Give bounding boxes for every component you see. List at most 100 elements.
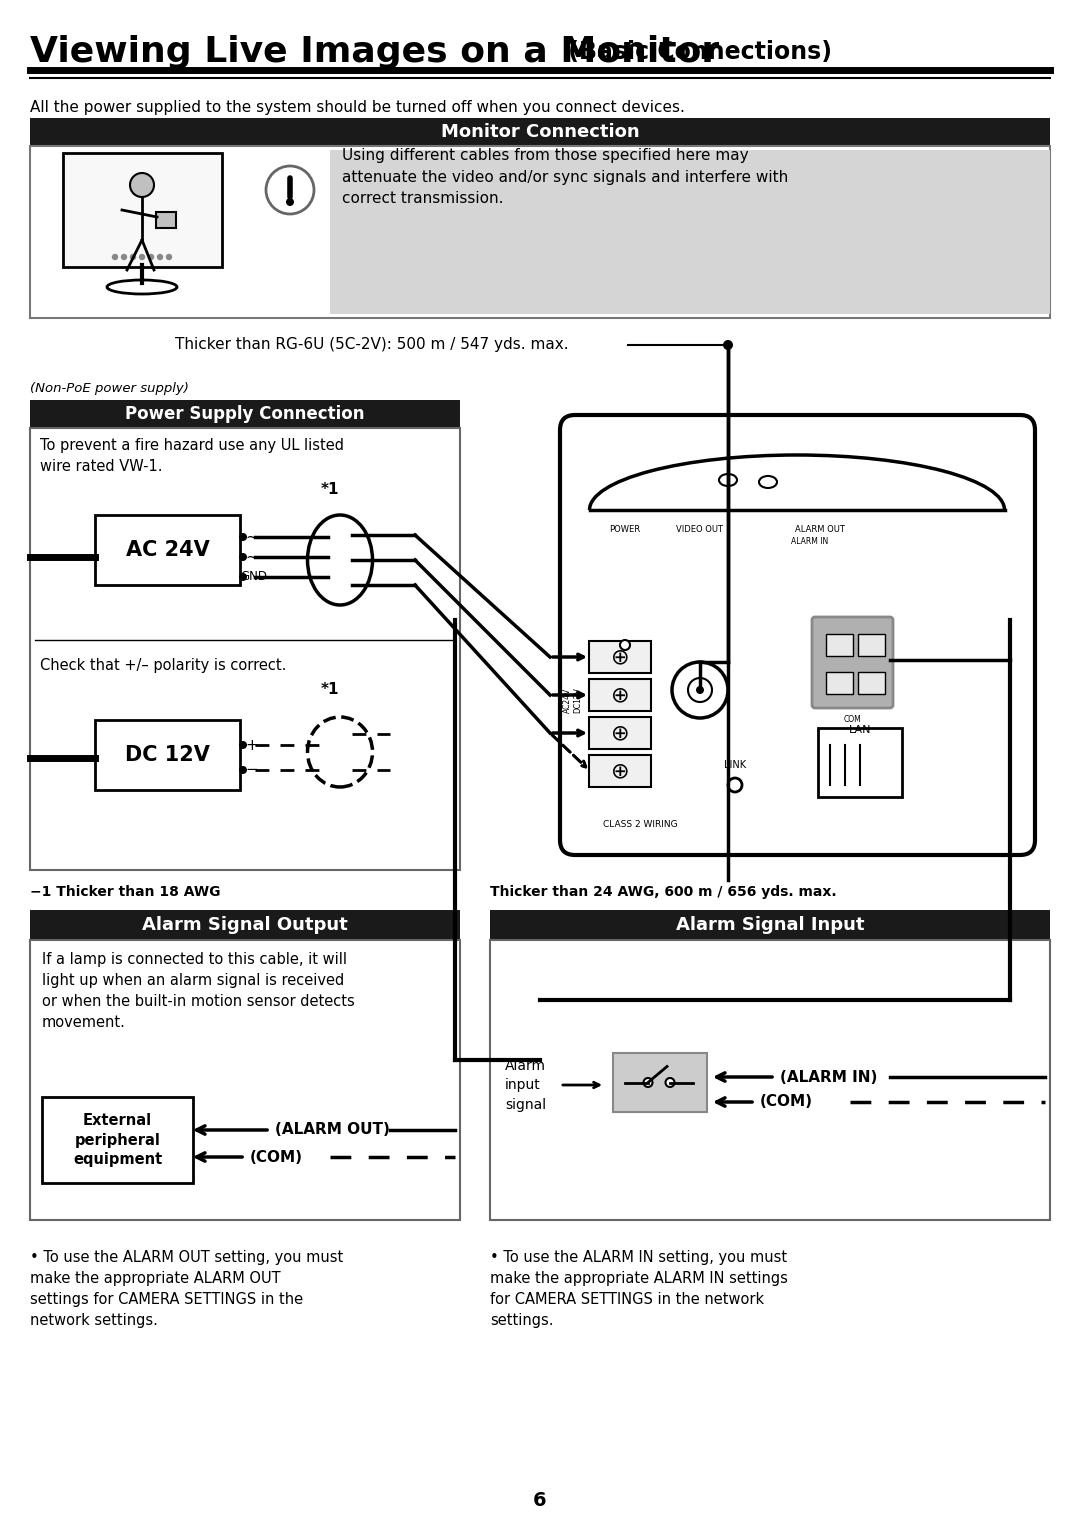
Text: (Non-PoE power supply): (Non-PoE power supply) — [30, 382, 189, 396]
Text: CLASS 2 WIRING: CLASS 2 WIRING — [603, 821, 677, 830]
Text: AC 24V: AC 24V — [125, 539, 210, 559]
Circle shape — [139, 255, 145, 260]
Text: All the power supplied to the system should be turned off when you connect devic: All the power supplied to the system sho… — [30, 99, 685, 115]
Text: (ALARM OUT): (ALARM OUT) — [275, 1123, 390, 1137]
FancyBboxPatch shape — [30, 940, 460, 1219]
Circle shape — [688, 678, 712, 701]
Ellipse shape — [308, 717, 373, 787]
Text: External
peripheral
equipment: External peripheral equipment — [72, 1112, 162, 1167]
Circle shape — [665, 1077, 675, 1086]
Text: +: + — [245, 738, 258, 752]
FancyBboxPatch shape — [589, 642, 651, 672]
Circle shape — [112, 255, 118, 260]
Text: DC 12V: DC 12V — [125, 746, 210, 766]
Text: LINK: LINK — [724, 759, 746, 770]
Text: POWER: POWER — [609, 526, 640, 533]
Circle shape — [149, 255, 153, 260]
Text: ~: ~ — [245, 550, 258, 564]
Text: Power Supply Connection: Power Supply Connection — [125, 405, 365, 423]
Circle shape — [158, 255, 162, 260]
Circle shape — [696, 686, 704, 694]
Text: 6: 6 — [534, 1490, 546, 1510]
Circle shape — [239, 766, 247, 775]
Ellipse shape — [719, 474, 737, 486]
Text: Thicker than RG-6U (5C-2V): 500 m / 547 yds. max.: Thicker than RG-6U (5C-2V): 500 m / 547 … — [175, 338, 569, 353]
Text: −: − — [245, 762, 258, 778]
Text: AC24V
DC12V: AC24V DC12V — [564, 688, 583, 714]
FancyBboxPatch shape — [818, 727, 902, 798]
Text: *1: *1 — [321, 483, 339, 498]
FancyBboxPatch shape — [858, 634, 885, 656]
FancyBboxPatch shape — [561, 416, 1035, 856]
Circle shape — [130, 173, 154, 197]
Circle shape — [644, 1077, 652, 1086]
FancyBboxPatch shape — [589, 678, 651, 711]
Circle shape — [121, 255, 126, 260]
FancyBboxPatch shape — [30, 400, 460, 428]
Ellipse shape — [308, 515, 373, 605]
Text: Using different cables from those specified here may
attenuate the video and/or : Using different cables from those specif… — [342, 148, 788, 206]
Text: Monitor Connection: Monitor Connection — [441, 122, 639, 141]
Ellipse shape — [107, 280, 177, 293]
Text: GND: GND — [240, 570, 267, 584]
Text: • To use the ALARM IN setting, you must
make the appropriate ALARM IN settings
f: • To use the ALARM IN setting, you must … — [490, 1250, 788, 1328]
FancyBboxPatch shape — [826, 634, 853, 656]
FancyBboxPatch shape — [589, 717, 651, 749]
Text: ALARM OUT: ALARM OUT — [795, 526, 845, 533]
FancyBboxPatch shape — [30, 147, 1050, 318]
Text: (Basic Connections): (Basic Connections) — [561, 40, 832, 64]
Text: Thicker than 24 AWG, 600 m / 656 yds. max.: Thicker than 24 AWG, 600 m / 656 yds. ma… — [490, 885, 837, 898]
FancyBboxPatch shape — [63, 153, 222, 267]
FancyBboxPatch shape — [858, 672, 885, 694]
Text: ⊕: ⊕ — [610, 685, 630, 704]
FancyBboxPatch shape — [330, 150, 1050, 313]
Text: To prevent a fire hazard use any UL listed
wire rated VW-1.: To prevent a fire hazard use any UL list… — [40, 439, 345, 474]
Text: (COM): (COM) — [760, 1094, 813, 1109]
FancyBboxPatch shape — [95, 720, 240, 790]
FancyBboxPatch shape — [613, 1053, 707, 1112]
Text: Check that +/– polarity is correct.: Check that +/– polarity is correct. — [40, 659, 286, 672]
Text: COM: COM — [843, 715, 862, 723]
Circle shape — [286, 199, 294, 206]
Circle shape — [166, 255, 172, 260]
Circle shape — [239, 553, 247, 561]
Text: Alarm
input
signal: Alarm input signal — [505, 1059, 546, 1111]
FancyBboxPatch shape — [42, 1097, 193, 1183]
Text: VIDEO OUT: VIDEO OUT — [676, 526, 724, 533]
Text: −1 Thicker than 18 AWG: −1 Thicker than 18 AWG — [30, 885, 220, 898]
Circle shape — [239, 533, 247, 541]
Text: (COM): (COM) — [249, 1149, 303, 1164]
FancyBboxPatch shape — [490, 940, 1050, 1219]
Text: ⊕: ⊕ — [610, 646, 630, 668]
FancyBboxPatch shape — [156, 212, 176, 228]
FancyBboxPatch shape — [30, 428, 460, 869]
FancyBboxPatch shape — [812, 617, 893, 707]
Ellipse shape — [759, 477, 777, 487]
FancyBboxPatch shape — [490, 911, 1050, 940]
FancyBboxPatch shape — [30, 911, 460, 940]
Circle shape — [672, 662, 728, 718]
Text: ⊕: ⊕ — [610, 761, 630, 781]
Circle shape — [266, 167, 314, 214]
Text: Alarm Signal Output: Alarm Signal Output — [143, 915, 348, 934]
FancyBboxPatch shape — [589, 755, 651, 787]
FancyBboxPatch shape — [30, 118, 1050, 147]
Text: (ALARM IN): (ALARM IN) — [780, 1070, 877, 1085]
Text: *1: *1 — [321, 683, 339, 697]
FancyBboxPatch shape — [95, 515, 240, 585]
Text: ~: ~ — [245, 530, 258, 544]
FancyBboxPatch shape — [826, 672, 853, 694]
Text: ⊕: ⊕ — [610, 723, 630, 743]
Circle shape — [723, 341, 733, 350]
Circle shape — [131, 255, 135, 260]
Text: LAN: LAN — [849, 724, 872, 735]
Text: • To use the ALARM OUT setting, you must
make the appropriate ALARM OUT
settings: • To use the ALARM OUT setting, you must… — [30, 1250, 343, 1328]
Circle shape — [239, 741, 247, 749]
Circle shape — [239, 573, 247, 581]
Text: If a lamp is connected to this cable, it will
light up when an alarm signal is r: If a lamp is connected to this cable, it… — [42, 952, 354, 1030]
Circle shape — [620, 640, 630, 649]
Text: Viewing Live Images on a Monitor: Viewing Live Images on a Monitor — [30, 35, 719, 69]
Text: ALARM IN: ALARM IN — [792, 536, 828, 545]
Circle shape — [728, 778, 742, 792]
Text: Alarm Signal Input: Alarm Signal Input — [676, 915, 864, 934]
